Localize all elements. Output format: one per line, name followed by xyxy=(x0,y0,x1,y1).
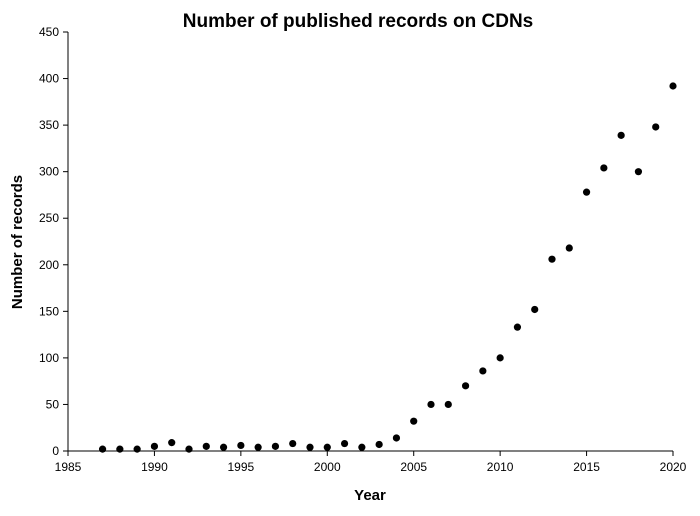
data-point xyxy=(548,255,556,263)
y-tick-label: 150 xyxy=(39,304,59,318)
data-point xyxy=(185,445,193,453)
data-point xyxy=(496,354,504,362)
data-point xyxy=(358,443,366,451)
data-point xyxy=(219,443,228,451)
data-point xyxy=(254,443,262,451)
data-point xyxy=(375,440,383,449)
data-point xyxy=(634,168,643,176)
data-point xyxy=(133,445,141,453)
y-tick-label: 100 xyxy=(39,351,59,365)
y-tick-label: 300 xyxy=(39,165,59,179)
data-point xyxy=(98,445,107,453)
data-point xyxy=(652,123,660,131)
chart-title: Number of published records on CDNs xyxy=(183,11,533,32)
x-tick-label: 2010 xyxy=(487,460,514,474)
data-point xyxy=(531,305,539,314)
data-point xyxy=(237,441,245,450)
x-tick-label: 1990 xyxy=(141,460,168,474)
data-point xyxy=(271,442,280,450)
y-tick-label: 0 xyxy=(52,444,59,458)
data-point xyxy=(444,400,452,409)
data-point xyxy=(323,443,331,451)
y-tick-label: 200 xyxy=(39,258,59,272)
data-point xyxy=(150,442,159,450)
data-point xyxy=(202,442,210,450)
data-point xyxy=(427,400,435,409)
data-points xyxy=(98,82,677,453)
data-point xyxy=(461,382,470,390)
data-point xyxy=(410,417,418,425)
data-point xyxy=(392,434,401,442)
data-point xyxy=(306,443,314,451)
y-tick-label: 50 xyxy=(46,397,60,411)
x-tick-label: 2015 xyxy=(573,460,600,474)
data-point xyxy=(582,188,591,196)
x-tick-label: 2000 xyxy=(314,460,341,474)
axes: 0 50 100 150 200 250 300 350 400 450 1985 1990 1995 2… xyxy=(39,25,687,474)
data-point xyxy=(340,439,349,448)
data-point xyxy=(289,439,297,448)
x-tick-label: 2020 xyxy=(660,460,687,474)
data-point xyxy=(617,131,625,139)
x-tick-label: 2005 xyxy=(400,460,427,474)
y-tick-label: 450 xyxy=(39,25,59,39)
x-axis-title: Year xyxy=(354,487,386,504)
data-point xyxy=(600,164,608,172)
data-point xyxy=(479,367,487,375)
x-tick-label: 1995 xyxy=(228,460,255,474)
data-point xyxy=(168,439,176,447)
y-axis-title: Number of records xyxy=(9,175,26,309)
data-point xyxy=(669,82,677,90)
y-tick-label: 250 xyxy=(39,211,59,225)
y-tick-label: 350 xyxy=(39,118,59,132)
data-point xyxy=(565,244,573,252)
x-tick-label: 1985 xyxy=(55,460,82,474)
data-point xyxy=(116,445,124,453)
data-point xyxy=(513,323,522,331)
y-tick-label: 400 xyxy=(39,72,59,86)
